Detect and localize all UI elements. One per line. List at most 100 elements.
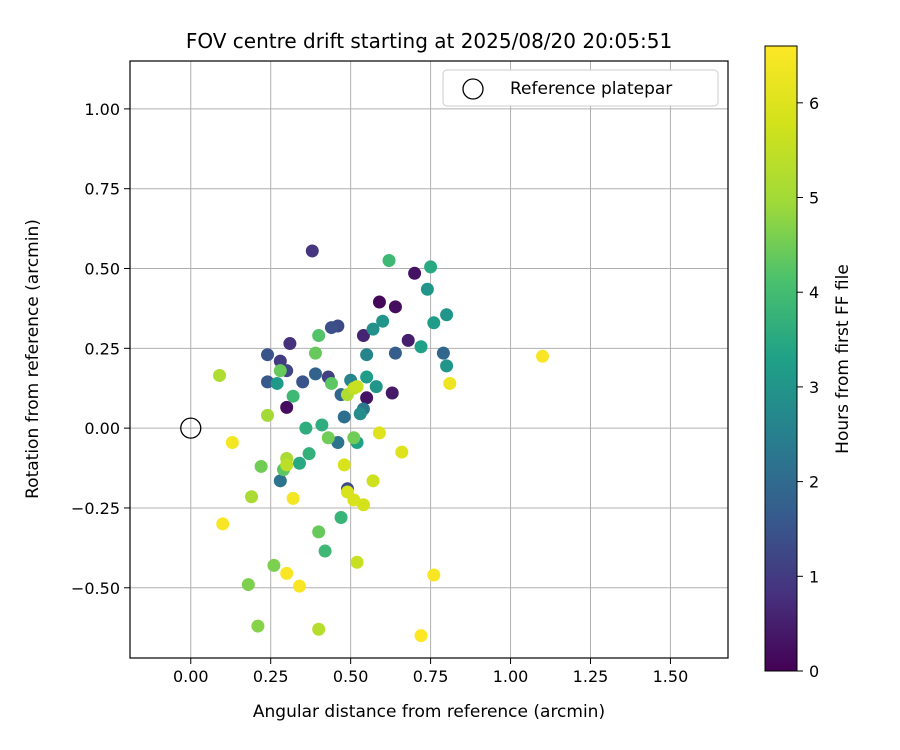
data-point bbox=[420, 282, 434, 296]
data-point bbox=[267, 558, 281, 572]
data-point bbox=[292, 456, 306, 470]
data-point bbox=[337, 458, 351, 472]
y-tick-label: 0.00 bbox=[84, 419, 120, 438]
data-point bbox=[321, 431, 335, 445]
data-point bbox=[273, 474, 287, 488]
data-point bbox=[353, 407, 367, 421]
data-point bbox=[440, 308, 454, 322]
colorbar-tick-label: 2 bbox=[809, 473, 819, 492]
data-point bbox=[305, 244, 319, 258]
data-point bbox=[372, 295, 386, 309]
data-point bbox=[360, 348, 374, 362]
x-tick-label: 1.25 bbox=[573, 667, 609, 686]
y-tick-label: 0.50 bbox=[84, 260, 120, 279]
colorbar-tick-label: 3 bbox=[809, 378, 819, 397]
data-point bbox=[440, 359, 454, 373]
data-point bbox=[213, 368, 227, 382]
data-point bbox=[273, 364, 287, 378]
data-point bbox=[312, 622, 326, 636]
colorbar-tick-label: 5 bbox=[809, 189, 819, 208]
data-point bbox=[312, 525, 326, 539]
data-point bbox=[334, 511, 348, 525]
data-point bbox=[360, 370, 374, 384]
chart-title: FOV centre drift starting at 2025/08/20 … bbox=[186, 29, 672, 53]
colorbar-gradient bbox=[764, 45, 798, 672]
data-point bbox=[315, 418, 329, 432]
data-point bbox=[376, 314, 390, 328]
data-point bbox=[331, 436, 345, 450]
data-point bbox=[251, 619, 265, 633]
data-point bbox=[356, 329, 370, 343]
data-point bbox=[273, 354, 287, 368]
data-point bbox=[395, 445, 409, 459]
x-tick-label: 0.75 bbox=[413, 667, 449, 686]
data-points bbox=[213, 244, 550, 643]
data-point bbox=[350, 555, 364, 569]
colorbar-tick-label: 1 bbox=[809, 567, 819, 586]
data-point bbox=[424, 260, 438, 274]
data-point bbox=[302, 447, 316, 461]
data-point bbox=[401, 333, 415, 347]
data-point bbox=[280, 458, 294, 472]
data-point bbox=[299, 421, 313, 435]
y-tick-label: 0.25 bbox=[84, 339, 120, 358]
data-point bbox=[372, 426, 386, 440]
data-point bbox=[337, 410, 351, 424]
data-point bbox=[427, 568, 441, 582]
data-point bbox=[261, 408, 275, 422]
data-point bbox=[388, 300, 402, 314]
data-point bbox=[385, 386, 399, 400]
data-point bbox=[414, 629, 428, 643]
x-tick-label: 0.50 bbox=[333, 667, 369, 686]
data-point bbox=[312, 329, 326, 343]
data-point bbox=[286, 389, 300, 403]
data-point bbox=[280, 400, 294, 414]
data-point bbox=[360, 391, 374, 405]
grid bbox=[130, 61, 728, 658]
data-point bbox=[283, 337, 297, 351]
data-point bbox=[324, 376, 338, 390]
data-point bbox=[324, 321, 338, 335]
colorbar-tick-label: 6 bbox=[809, 94, 819, 113]
colorbar-ticks: 0 1 2 3 4 5 6 bbox=[797, 94, 819, 681]
data-point bbox=[270, 376, 284, 390]
data-point bbox=[216, 517, 230, 531]
data-point bbox=[436, 346, 450, 360]
data-point bbox=[369, 380, 383, 394]
reference-platepar-circle bbox=[180, 417, 202, 439]
data-point bbox=[280, 566, 294, 580]
data-point bbox=[350, 380, 364, 394]
x-tick-label: 1.50 bbox=[653, 667, 689, 686]
data-point bbox=[414, 340, 428, 354]
x-tick-label: 0.00 bbox=[173, 667, 209, 686]
data-point bbox=[241, 578, 255, 592]
data-point bbox=[388, 346, 402, 360]
data-point bbox=[340, 485, 354, 499]
plot-frame bbox=[129, 60, 729, 659]
data-point bbox=[382, 254, 396, 268]
data-point bbox=[261, 348, 275, 362]
data-point bbox=[261, 375, 275, 389]
y-axis-ticks: −0.50 −0.25 0.00 0.25 0.50 0.75 1.00 bbox=[71, 100, 130, 598]
data-point bbox=[427, 316, 441, 330]
legend-box bbox=[442, 69, 719, 107]
reference-marker bbox=[180, 417, 202, 439]
colorbar-tick-label: 0 bbox=[809, 662, 819, 681]
legend-marker-circle bbox=[462, 78, 484, 100]
data-point bbox=[318, 544, 332, 558]
data-point bbox=[408, 266, 422, 280]
data-point bbox=[254, 459, 268, 473]
data-point bbox=[286, 491, 300, 505]
legend: Reference platepar bbox=[442, 69, 719, 107]
y-tick-label: 1.00 bbox=[84, 100, 120, 119]
data-point bbox=[292, 579, 306, 593]
data-point bbox=[347, 431, 361, 445]
data-point bbox=[308, 346, 322, 360]
data-point bbox=[366, 322, 380, 336]
data-point bbox=[536, 349, 550, 363]
data-point bbox=[245, 490, 259, 504]
data-point bbox=[225, 436, 239, 450]
legend-label: Reference platepar bbox=[510, 79, 672, 99]
data-point bbox=[366, 474, 380, 488]
